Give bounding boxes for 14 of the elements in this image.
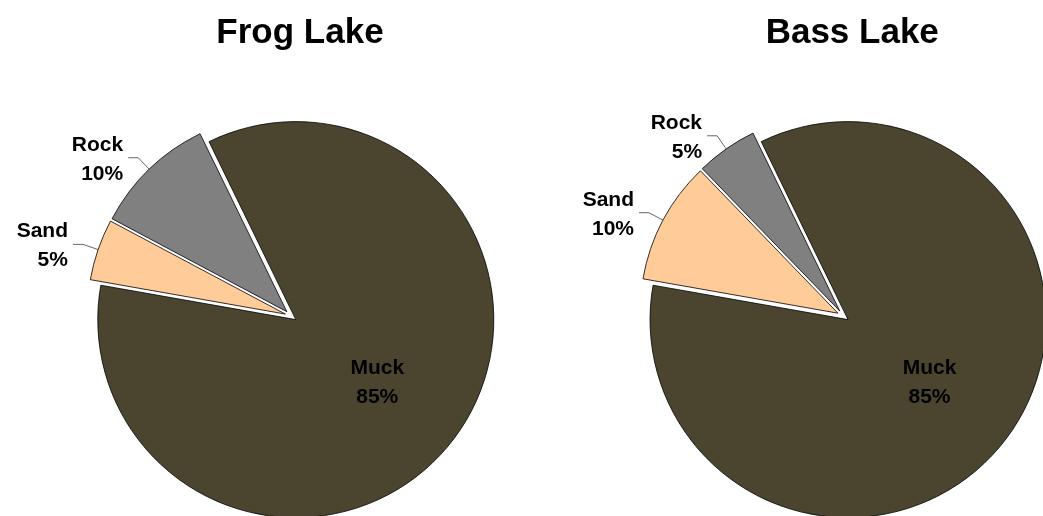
slice-label: Muck xyxy=(902,355,957,378)
data-label: 5% xyxy=(37,247,69,271)
slice-label: Rock xyxy=(71,131,124,155)
slice-label: Sand xyxy=(582,186,634,210)
slice-label: Rock xyxy=(650,109,702,133)
chart-title: Bass Lake xyxy=(765,11,939,50)
chart-title: Frog Lake xyxy=(216,11,384,50)
slice-label: Muck xyxy=(350,355,405,378)
data-label: 85% xyxy=(907,384,951,407)
data-label: 10% xyxy=(591,215,634,239)
data-label: 85% xyxy=(356,384,399,407)
slice-label: Sand xyxy=(16,218,68,242)
data-label: 10% xyxy=(81,160,124,184)
data-label: 5% xyxy=(671,138,702,162)
